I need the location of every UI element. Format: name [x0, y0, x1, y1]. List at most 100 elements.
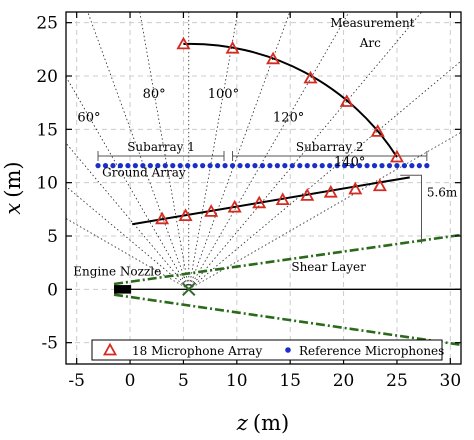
reference-microphone	[200, 163, 206, 169]
x-tick-label: 5	[178, 371, 189, 391]
microphone-marker	[204, 204, 219, 217]
reference-microphone	[334, 163, 340, 169]
angle-label-100: 100°	[208, 87, 239, 102]
x-tick-label: 30	[440, 371, 462, 391]
angle-ray	[188, 12, 423, 290]
axis-ticks: -5 0 5 10 15 20 25 30 -5 0 5 10 15 20 25	[36, 12, 461, 391]
reference-microphone	[162, 163, 168, 169]
engine-nozzle-label: Engine Nozzle	[73, 264, 161, 278]
reference-microphone	[222, 163, 228, 169]
microphone-marker	[339, 94, 354, 107]
reference-microphone	[342, 163, 348, 169]
origin-mark	[182, 282, 196, 297]
y-tick-label: 0	[47, 280, 58, 300]
reference-microphone	[229, 163, 236, 169]
x-tick-label: 15	[279, 371, 301, 391]
origin-x-icon	[182, 282, 196, 297]
reference-microphone	[386, 163, 393, 169]
reference-microphone	[155, 163, 161, 169]
reference-microphone	[424, 163, 430, 169]
reference-microphone	[207, 163, 213, 169]
microphone-marker	[252, 195, 267, 209]
reference-microphone	[237, 163, 243, 169]
measurement-arc	[176, 36, 404, 163]
reference-microphone	[117, 163, 124, 169]
angle-label-80: 80°	[143, 87, 166, 102]
reference-microphone	[125, 163, 131, 169]
microphone-marker	[323, 184, 338, 198]
microphone-marker	[178, 208, 193, 222]
nozzle-body	[114, 285, 132, 294]
reference-microphone	[177, 163, 183, 169]
reference-microphone	[185, 163, 191, 169]
reference-microphone	[244, 163, 251, 169]
legend-dot-icon	[285, 347, 291, 353]
reference-microphone	[297, 163, 303, 169]
legend-triangle-icon	[102, 342, 118, 356]
microphone-marker	[370, 124, 385, 137]
angle-label-60: 60°	[77, 111, 100, 126]
plot-frame	[65, 11, 462, 365]
offset-bracket	[400, 174, 422, 244]
microphone-marker	[348, 181, 363, 195]
measurement-arc-label: Measurement	[330, 16, 414, 30]
reference-microphone	[304, 163, 310, 169]
reference-microphone	[192, 163, 198, 169]
shear-layer	[113, 233, 461, 347]
microphone-marker	[300, 188, 315, 201]
subarray-2-label: Subarray 2	[296, 140, 364, 154]
x-tick-label: -5	[68, 371, 85, 391]
x-tick-label: 0	[125, 371, 136, 391]
reference-microphone	[102, 163, 109, 169]
reference-microphone	[170, 163, 176, 169]
reference-microphone	[364, 163, 370, 169]
y-tick-label: 15	[36, 120, 58, 140]
engine-nozzle	[114, 285, 132, 294]
reference-microphone	[214, 163, 221, 169]
microphone-marker	[155, 211, 170, 225]
ground-array	[95, 163, 430, 169]
x-tick-label: 20	[333, 371, 355, 391]
legend-label-reference: Reference Microphones	[299, 344, 444, 358]
microphone-marker	[389, 149, 404, 163]
measurement-arc-label-2: Arc	[359, 36, 381, 50]
reference-microphone	[312, 163, 318, 169]
reference-microphone	[147, 163, 153, 169]
y-tick-label: 10	[36, 174, 58, 194]
angle-ray	[188, 60, 461, 290]
y-tick-label: 25	[36, 14, 58, 34]
shear-layer-label: Shear Layer	[291, 260, 366, 274]
microphone-marker	[275, 192, 290, 206]
legend-label-mic-array: 18 Microphone Array	[132, 344, 262, 358]
measurement-arc-line	[183, 42, 398, 158]
subarray-1-label: Subarray 1	[127, 140, 195, 154]
x-tick-label: 10	[226, 371, 248, 391]
angle-label-120: 120°	[273, 111, 304, 126]
shear-layer-lower	[113, 293, 461, 347]
microphone-marker	[225, 40, 240, 54]
shear-layer-upper	[113, 233, 461, 286]
reference-microphone	[356, 163, 363, 169]
reference-microphone	[319, 163, 325, 169]
reference-microphone	[349, 163, 355, 169]
reference-microphone	[289, 163, 295, 169]
microphone-marker	[372, 178, 387, 192]
reference-microphone	[95, 163, 101, 169]
reference-microphone	[267, 163, 273, 169]
reference-microphone	[140, 163, 146, 169]
linear-array	[132, 176, 410, 226]
microphone-marker	[303, 70, 318, 84]
microphone-marker	[227, 199, 242, 213]
y-tick-label: 5	[47, 227, 58, 247]
legend: 18 Microphone Array Reference Microphone…	[91, 339, 444, 361]
microphone-marker	[176, 36, 191, 50]
reference-microphone	[132, 163, 138, 169]
linear-array-line	[132, 176, 410, 226]
microphone-marker	[266, 51, 281, 65]
reference-microphone	[274, 163, 280, 169]
ground-array-label: Ground Array	[102, 165, 186, 179]
offset-dimension	[400, 174, 422, 244]
reference-microphone	[110, 163, 116, 169]
reference-microphone	[259, 163, 266, 169]
y-axis-title: x(m)	[1, 161, 25, 214]
